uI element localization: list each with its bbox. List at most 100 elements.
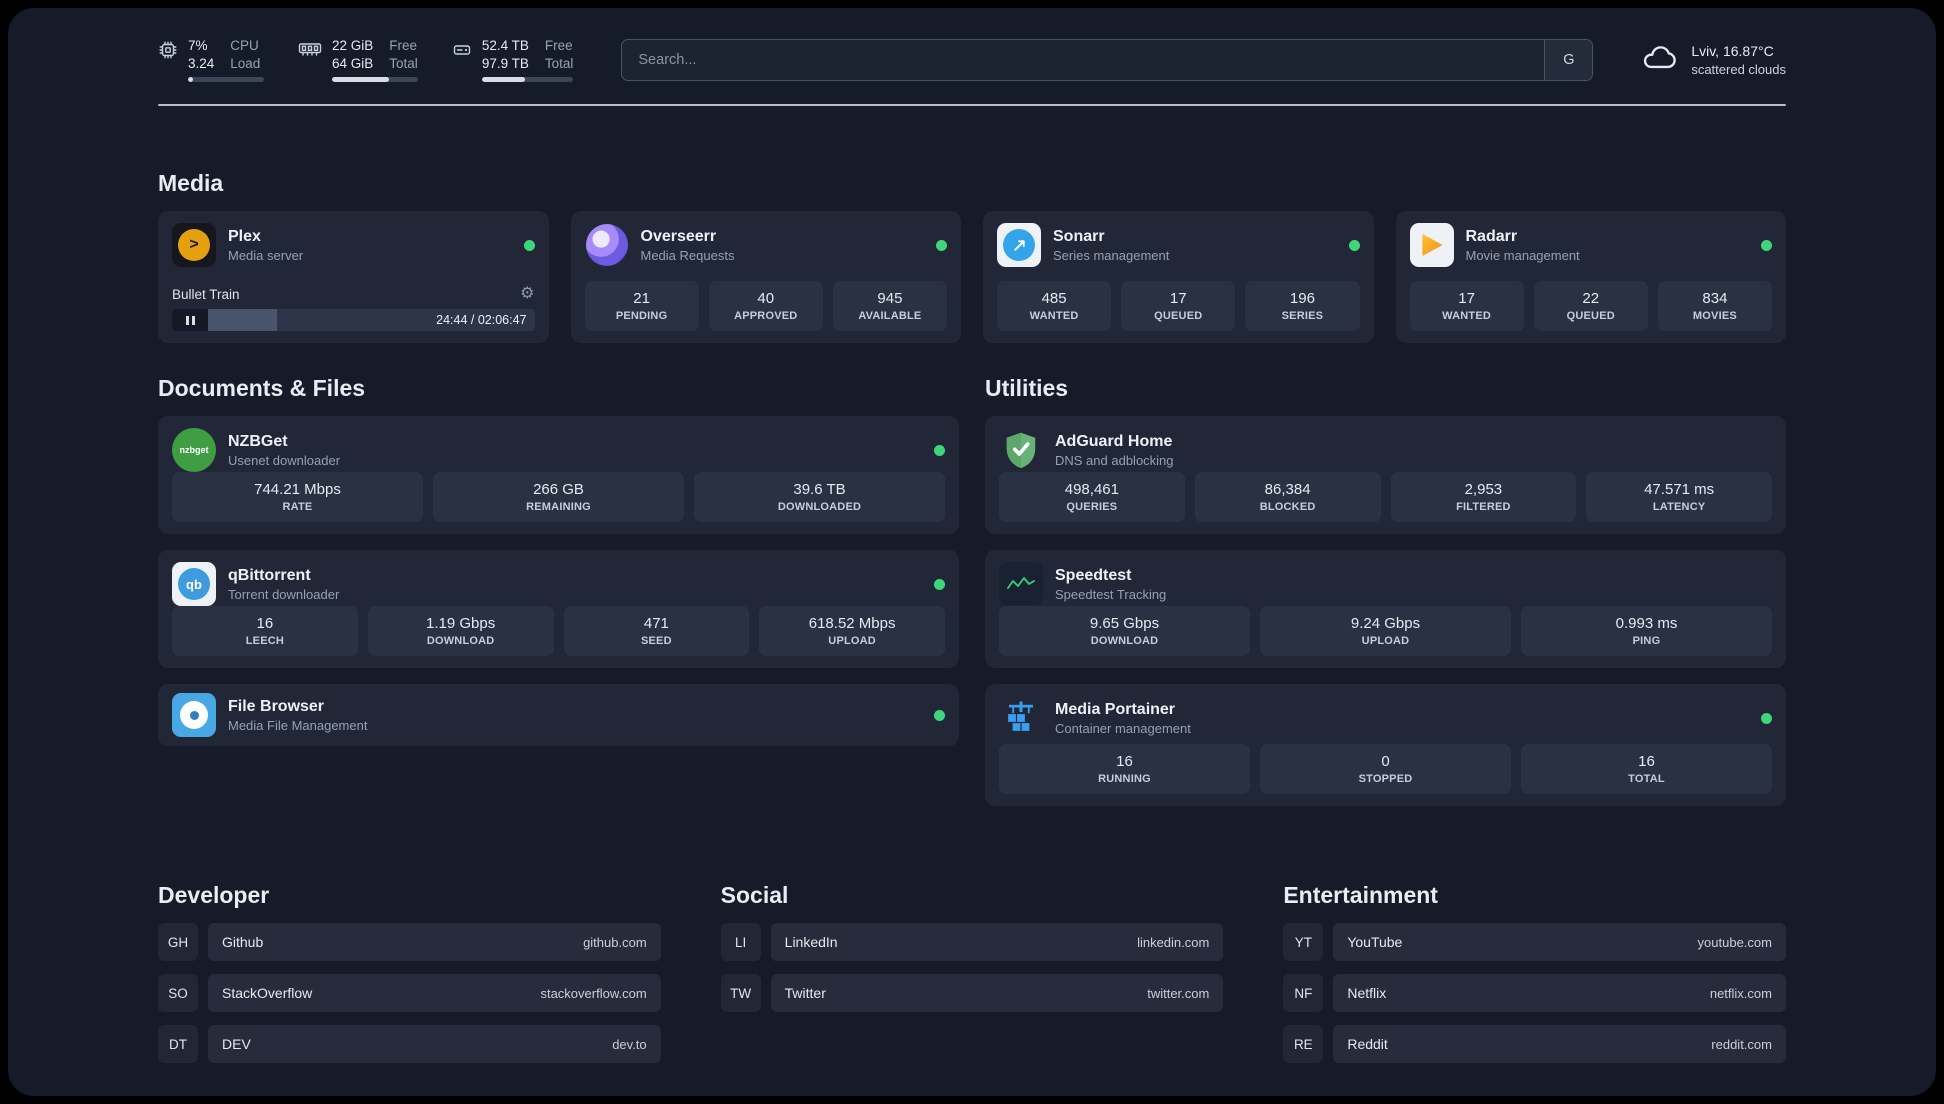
section-media: Media > Plex Media server Bullet Train bbox=[158, 170, 1786, 343]
speedtest-icon bbox=[999, 562, 1043, 606]
ram-widget: 22 GiB 64 GiB Free Total bbox=[298, 38, 418, 82]
topbar: 7% 3.24 CPU Load bbox=[158, 38, 1786, 82]
stat-ping: 0.993 ms PING bbox=[1521, 606, 1772, 656]
app-card-qbittorrent[interactable]: qb qBittorrent Torrent downloader 16 LEE… bbox=[158, 550, 959, 668]
stat-latency: 47.571 ms LATENCY bbox=[1586, 472, 1772, 522]
stat-queued: 17 QUEUED bbox=[1121, 281, 1236, 331]
plex-icon: > bbox=[172, 223, 216, 267]
settings-gear-icon[interactable]: ⚙ bbox=[520, 285, 535, 302]
app-subtitle: Container management bbox=[1055, 720, 1191, 736]
cpu-progress-bar bbox=[188, 77, 264, 82]
section-title-documents: Documents & Files bbox=[158, 375, 366, 401]
status-dot bbox=[523, 239, 535, 251]
link-youtube[interactable]: YT YouTube youtube.com bbox=[1283, 923, 1786, 961]
stat-pending: 21 PENDING bbox=[584, 281, 699, 331]
stat-downloaded: 39.6 TB DOWNLOADED bbox=[694, 472, 945, 522]
stat-available: 945 AVAILABLE bbox=[832, 281, 948, 331]
ram-free: 22 GiB bbox=[332, 38, 374, 53]
app-card-portainer[interactable]: Media Portainer Container management 16 … bbox=[985, 684, 1786, 806]
stat-series: 196 SERIES bbox=[1245, 281, 1360, 331]
dev-icon: DT bbox=[158, 1025, 198, 1063]
app-card-plex[interactable]: > Plex Media server Bullet Train ⚙ bbox=[158, 211, 549, 343]
app-title: Speedtest bbox=[1055, 566, 1132, 584]
status-dot bbox=[936, 239, 947, 251]
stat-seed: 471 SEED bbox=[563, 606, 750, 656]
dashboard-panel: 7% 3.24 CPU Load bbox=[8, 8, 1936, 1096]
plex-progress-bar[interactable]: 24:44 / 02:06:47 bbox=[172, 309, 535, 331]
section-title-social: Social bbox=[720, 882, 789, 908]
stat-queued: 22 QUEUED bbox=[1533, 281, 1648, 331]
app-card-sonarr[interactable]: Sonarr Series management 485 WANTED 17 Q… bbox=[983, 211, 1374, 343]
youtube-icon: YT bbox=[1283, 923, 1324, 961]
filebrowser-icon bbox=[172, 693, 216, 737]
app-title: File Browser bbox=[228, 697, 325, 715]
stat-download: 9.65 Gbps DOWNLOAD bbox=[999, 606, 1250, 656]
app-subtitle: Torrent downloader bbox=[228, 586, 340, 602]
app-title: qBittorrent bbox=[228, 566, 311, 584]
overseerr-icon bbox=[585, 223, 629, 267]
app-title: Media Portainer bbox=[1055, 700, 1176, 718]
link-reddit[interactable]: RE Reddit reddit.com bbox=[1283, 1025, 1786, 1063]
stat-approved: 40 APPROVED bbox=[708, 281, 823, 331]
link-dev[interactable]: DT DEV dev.to bbox=[158, 1025, 661, 1063]
pause-button[interactable] bbox=[172, 309, 208, 331]
twitter-icon: TW bbox=[720, 974, 761, 1012]
stat-queries: 498,461 QUERIES bbox=[999, 472, 1185, 522]
qbittorrent-icon: qb bbox=[172, 562, 216, 606]
app-card-radarr[interactable]: Radarr Movie management 17 WANTED 22 QUE… bbox=[1395, 211, 1786, 343]
stackoverflow-icon: SO bbox=[158, 974, 198, 1012]
cpu-icon bbox=[158, 40, 178, 65]
cpu-widget: 7% 3.24 CPU Load bbox=[158, 38, 264, 82]
disk-progress-bar bbox=[481, 77, 574, 82]
sonarr-icon bbox=[997, 223, 1041, 267]
ram-total: 64 GiB bbox=[332, 56, 374, 71]
app-subtitle: Media server bbox=[228, 247, 304, 263]
app-card-speedtest[interactable]: Speedtest Speedtest Tracking 9.65 Gbps D… bbox=[985, 550, 1786, 668]
link-linkedin[interactable]: LI LinkedIn linkedin.com bbox=[720, 923, 1224, 961]
link-stackoverflow[interactable]: SO StackOverflow stackoverflow.com bbox=[158, 974, 661, 1012]
system-widgets: 7% 3.24 CPU Load bbox=[158, 38, 574, 82]
ram-label-2: Total bbox=[389, 56, 418, 71]
app-card-filebrowser[interactable]: File Browser Media File Management bbox=[158, 684, 959, 746]
section-documents: Documents & Files nzbget NZBGet Usenet d… bbox=[158, 375, 959, 746]
ram-icon bbox=[298, 40, 322, 63]
app-title: NZBGet bbox=[228, 432, 288, 450]
disk-free: 52.4 TB bbox=[481, 38, 529, 53]
disk-widget: 52.4 TB 97.9 TB Free Total bbox=[452, 38, 574, 82]
app-title: AdGuard Home bbox=[1055, 432, 1173, 450]
portainer-icon bbox=[999, 696, 1043, 740]
app-card-adguard[interactable]: AdGuard Home DNS and adblocking 498,461 … bbox=[985, 416, 1786, 534]
stat-blocked: 86,384 BLOCKED bbox=[1194, 472, 1381, 522]
ram-label-1: Free bbox=[389, 38, 418, 53]
cpu-label-2: Load bbox=[230, 56, 261, 71]
app-title: Plex bbox=[228, 227, 261, 245]
search-input[interactable] bbox=[622, 40, 1545, 80]
stat-remaining: 266 GB REMAINING bbox=[433, 472, 684, 522]
weather-condition: scattered clouds bbox=[1691, 62, 1786, 77]
app-subtitle: Usenet downloader bbox=[228, 452, 341, 468]
app-subtitle: Media Requests bbox=[640, 247, 735, 263]
nzbget-icon: nzbget bbox=[172, 428, 216, 472]
disk-total: 97.9 TB bbox=[481, 56, 529, 71]
app-subtitle: Speedtest Tracking bbox=[1055, 586, 1167, 602]
section-title-media: Media bbox=[158, 170, 224, 196]
app-subtitle: Media File Management bbox=[228, 717, 368, 733]
github-icon: GH bbox=[158, 923, 198, 961]
disk-label-1: Free bbox=[544, 38, 573, 53]
status-dot bbox=[934, 578, 945, 590]
search-engine-button[interactable]: G bbox=[1544, 40, 1593, 80]
stat-upload: 9.24 Gbps UPLOAD bbox=[1260, 606, 1511, 656]
stat-download: 1.19 Gbps DOWNLOAD bbox=[367, 606, 554, 656]
link-twitter[interactable]: TW Twitter twitter.com bbox=[720, 974, 1224, 1012]
app-card-overseerr[interactable]: Overseerr Media Requests 21 PENDING 40 A… bbox=[570, 211, 961, 343]
section-social: Social LI LinkedIn linkedin.com TW Twitt… bbox=[720, 882, 1224, 1063]
stat-movies: 834 MOVIES bbox=[1657, 281, 1773, 331]
app-card-nzbget[interactable]: nzbget NZBGet Usenet downloader 744.21 M… bbox=[158, 416, 959, 534]
now-playing-title: Bullet Train bbox=[172, 286, 240, 302]
link-github[interactable]: GH Github github.com bbox=[158, 923, 661, 961]
netflix-icon: NF bbox=[1283, 974, 1324, 1012]
app-title: Overseerr bbox=[640, 227, 717, 245]
stat-stopped: 0 STOPPED bbox=[1260, 744, 1511, 794]
link-netflix[interactable]: NF Netflix netflix.com bbox=[1283, 974, 1786, 1012]
cpu-percent: 7% bbox=[188, 38, 208, 53]
